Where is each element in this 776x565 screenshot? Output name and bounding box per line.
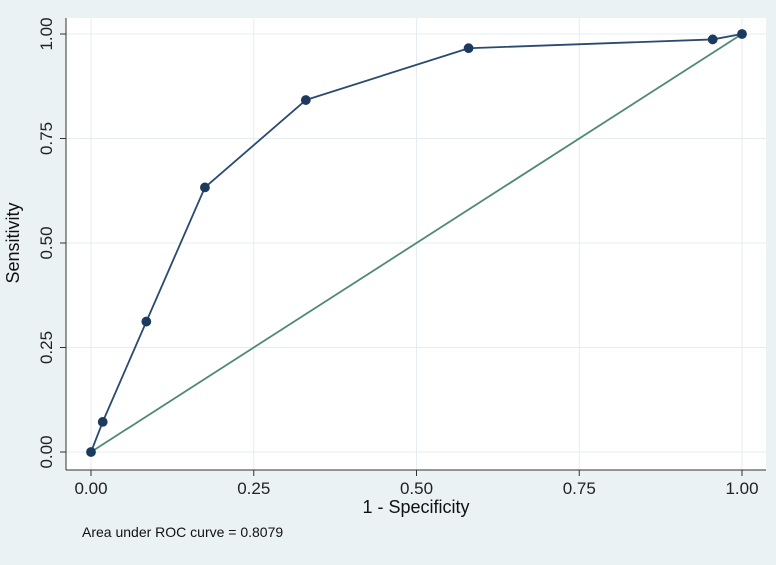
x-tick-label: 0.25 [237, 479, 270, 498]
roc-point [300, 95, 311, 105]
roc-curve-line [90, 33, 743, 453]
y-axis-title: Sensitivity [3, 202, 23, 283]
x-tick-label: 0.00 [74, 479, 107, 498]
roc-point [707, 34, 718, 45]
roc-point [463, 43, 474, 54]
x-axis-title: 1 - Specificity [362, 497, 469, 517]
tick-labels: 0.00 0.25 0.50 0.75 1.00 0.00 0.25 0.50 0.75 1.00 [37, 17, 759, 498]
roc-point [97, 417, 108, 427]
x-tick-label: 0.75 [563, 479, 596, 498]
y-tick-label: 0.00 [37, 435, 56, 468]
roc-point [200, 182, 210, 193]
reference-line-layer [90, 33, 743, 453]
x-tick-label: 0.50 [400, 479, 433, 498]
y-tick-label: 0.50 [37, 226, 56, 259]
roc-point [86, 447, 96, 457]
y-tick-label: 0.25 [37, 331, 56, 364]
axes [60, 18, 766, 476]
y-tick-label: 1.00 [37, 17, 56, 50]
roc-point [141, 316, 152, 327]
x-tick-label: 1.00 [725, 479, 758, 498]
reference-diagonal-line [90, 33, 743, 453]
roc-point [737, 29, 747, 39]
auc-annotation: Area under ROC curve = 0.8079 [82, 524, 283, 540]
roc-curve-layer [86, 29, 747, 457]
y-tick-label: 0.75 [37, 122, 56, 155]
